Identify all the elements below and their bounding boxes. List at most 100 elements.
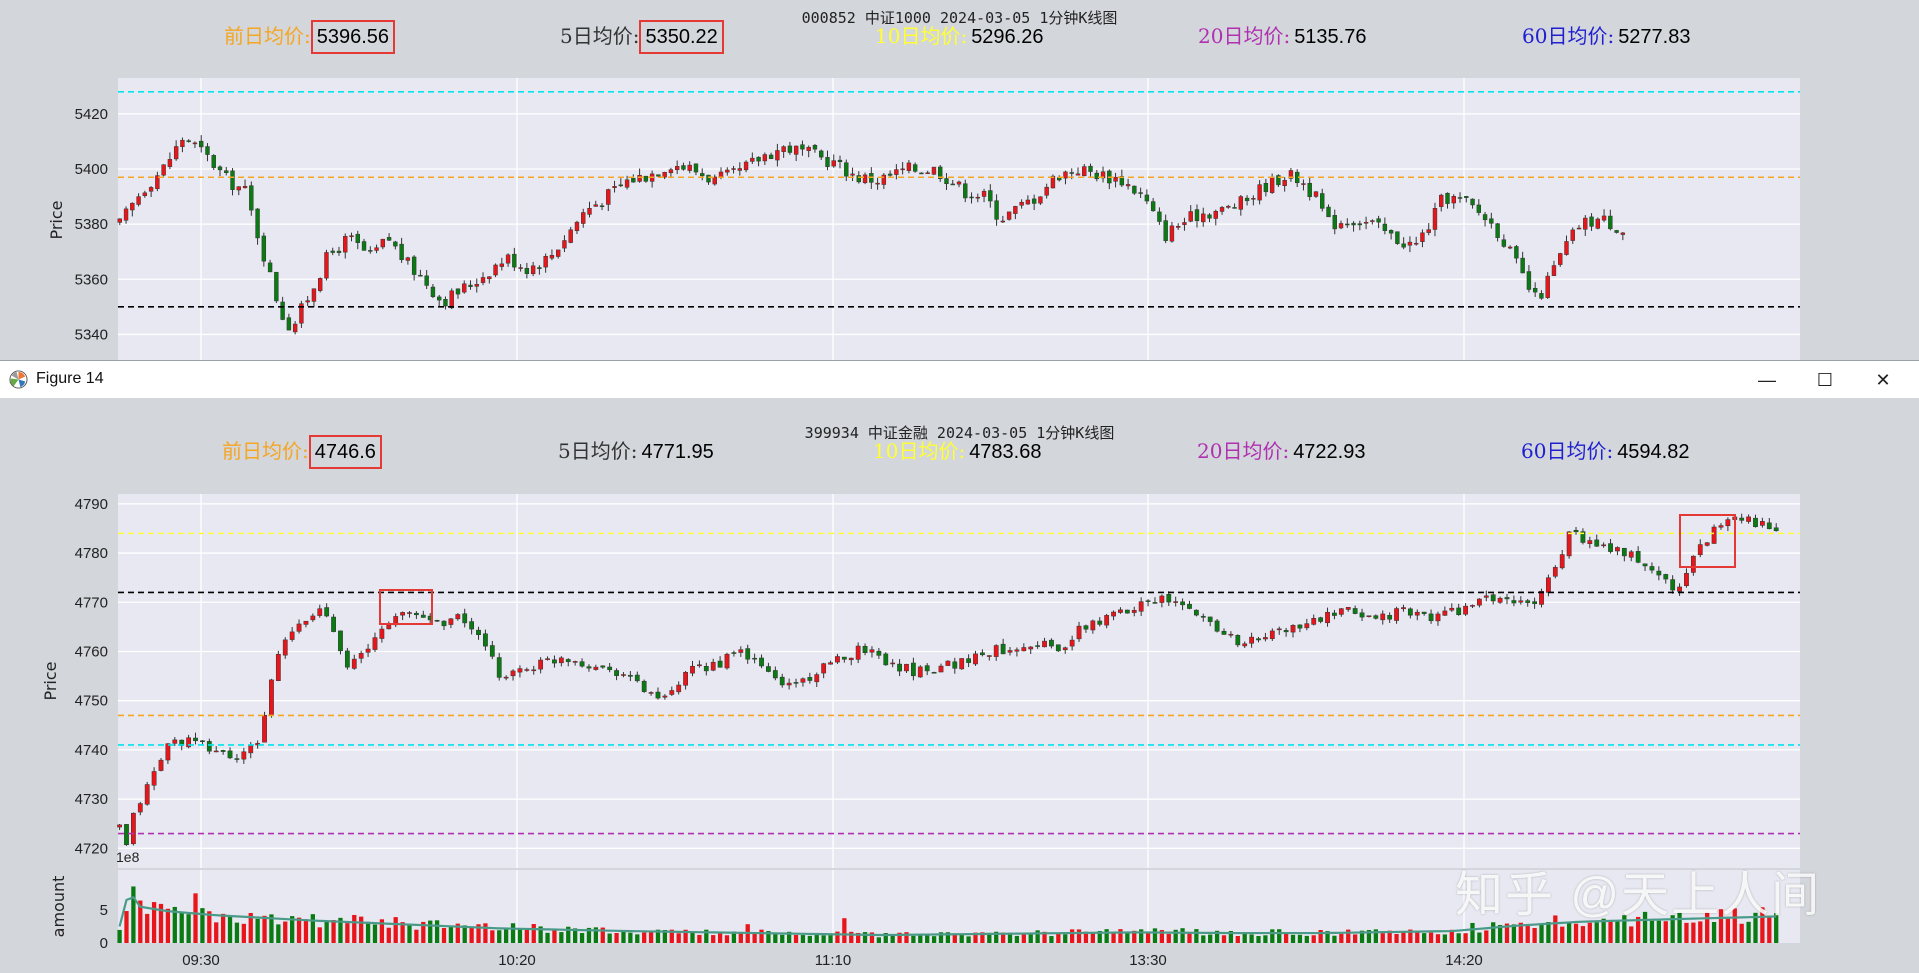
volume-bar bbox=[462, 925, 467, 943]
avg-label: 5日均价: bbox=[558, 439, 638, 463]
volume-bar bbox=[1705, 912, 1710, 943]
volume-bar bbox=[1677, 912, 1682, 943]
close-button[interactable]: ✕ bbox=[1875, 370, 1891, 390]
candle-up bbox=[1090, 620, 1096, 631]
candle-down bbox=[897, 663, 902, 672]
candle-up bbox=[213, 750, 219, 753]
candle-down bbox=[1476, 204, 1482, 213]
volume-bar bbox=[214, 922, 219, 943]
volume-bar bbox=[200, 908, 205, 943]
candle-down bbox=[693, 163, 699, 173]
volume-bar bbox=[1277, 929, 1282, 943]
candle-up bbox=[1007, 650, 1013, 653]
candle-up bbox=[683, 672, 688, 686]
candle-down bbox=[1035, 645, 1041, 647]
candle-up bbox=[1432, 208, 1438, 230]
volume-bar bbox=[607, 933, 612, 943]
volume-y-tick-label: 5 bbox=[100, 902, 108, 919]
candle-down bbox=[1490, 594, 1496, 602]
volume-bar bbox=[441, 928, 447, 943]
candle-up bbox=[931, 166, 937, 175]
volume-bar bbox=[1304, 935, 1309, 943]
candle-down bbox=[631, 177, 636, 183]
y-tick-label: 5420 bbox=[75, 106, 108, 123]
volume-bar bbox=[642, 932, 647, 943]
candle-up bbox=[374, 247, 379, 251]
candles bbox=[117, 513, 1779, 846]
candle-up bbox=[1690, 555, 1696, 573]
window-titlebar[interactable]: Figure 14 — ☐ ✕ bbox=[0, 360, 1919, 398]
candle-up bbox=[1076, 625, 1082, 640]
x-tick-label: 09:30 bbox=[182, 952, 220, 969]
candle-down bbox=[476, 629, 481, 636]
candle-down bbox=[1055, 644, 1061, 652]
volume-bar bbox=[1525, 925, 1530, 943]
avg-label: 5日均价: bbox=[560, 24, 640, 48]
volume-bar bbox=[1636, 916, 1641, 943]
candle-down bbox=[745, 648, 751, 660]
candle-down bbox=[1766, 522, 1772, 530]
candle-down bbox=[919, 172, 924, 175]
candle-down bbox=[469, 621, 475, 630]
candle-up bbox=[831, 160, 836, 167]
volume-bar bbox=[317, 927, 322, 943]
candle-down bbox=[627, 674, 633, 677]
candle-up bbox=[1159, 595, 1165, 603]
candle-down bbox=[618, 184, 624, 187]
volume-bar bbox=[510, 923, 516, 943]
candle-down bbox=[1773, 527, 1779, 532]
candle-up bbox=[1394, 608, 1399, 621]
volume-bar bbox=[365, 921, 371, 943]
candle-down bbox=[1407, 608, 1413, 616]
minimize-button[interactable]: — bbox=[1758, 370, 1776, 390]
avg-value: 5396.56 bbox=[310, 20, 396, 54]
candle-up bbox=[1620, 232, 1626, 235]
candle-down bbox=[1642, 563, 1648, 567]
volume-bar bbox=[1083, 931, 1089, 943]
candle-down bbox=[1428, 613, 1434, 622]
candle-down bbox=[399, 243, 404, 261]
volume-bar bbox=[938, 932, 944, 943]
candle-up bbox=[1301, 183, 1306, 185]
avg-5d: 5日均价: 5350.22 bbox=[560, 20, 724, 54]
candle-down bbox=[344, 650, 350, 668]
candle-down bbox=[717, 660, 723, 668]
candle-up bbox=[123, 208, 129, 221]
candle-up bbox=[1104, 615, 1110, 626]
candle-down bbox=[681, 165, 686, 170]
volume-bar bbox=[1573, 923, 1579, 943]
candle-down bbox=[411, 256, 417, 275]
candle-up bbox=[142, 192, 148, 196]
volume-bar bbox=[1698, 921, 1703, 943]
candle-down bbox=[994, 200, 999, 220]
candle-down bbox=[1332, 612, 1337, 616]
maximize-button[interactable]: ☐ bbox=[1816, 370, 1834, 390]
candle-up bbox=[737, 168, 742, 171]
candle-down bbox=[483, 633, 488, 647]
candle-down bbox=[1608, 215, 1613, 230]
candle-up bbox=[1044, 186, 1049, 196]
candle-down bbox=[825, 157, 830, 167]
volume-bar bbox=[876, 937, 882, 943]
volume-bar bbox=[379, 919, 385, 943]
candle-down bbox=[414, 612, 419, 616]
candle-up bbox=[1576, 227, 1582, 230]
volume-bar bbox=[538, 926, 543, 943]
candle-down bbox=[1739, 517, 1745, 521]
candle-down bbox=[424, 275, 429, 286]
volume-bar bbox=[1608, 920, 1613, 943]
volume-bar bbox=[1442, 934, 1448, 943]
candle-down bbox=[841, 656, 847, 660]
volume-bar bbox=[552, 929, 557, 943]
y-tick-label: 5360 bbox=[75, 271, 108, 288]
volume-bar bbox=[1152, 928, 1158, 943]
candle-up bbox=[606, 189, 611, 205]
candle-up bbox=[1021, 647, 1027, 652]
candle-up bbox=[621, 674, 626, 676]
prev-day-avg: 前日均价: 4746.6 bbox=[222, 435, 382, 469]
volume-bar bbox=[262, 915, 267, 943]
candle-down bbox=[1532, 601, 1537, 604]
candle-down bbox=[368, 250, 373, 252]
candle-up bbox=[524, 669, 530, 671]
y-tick-label: 5340 bbox=[75, 326, 108, 343]
